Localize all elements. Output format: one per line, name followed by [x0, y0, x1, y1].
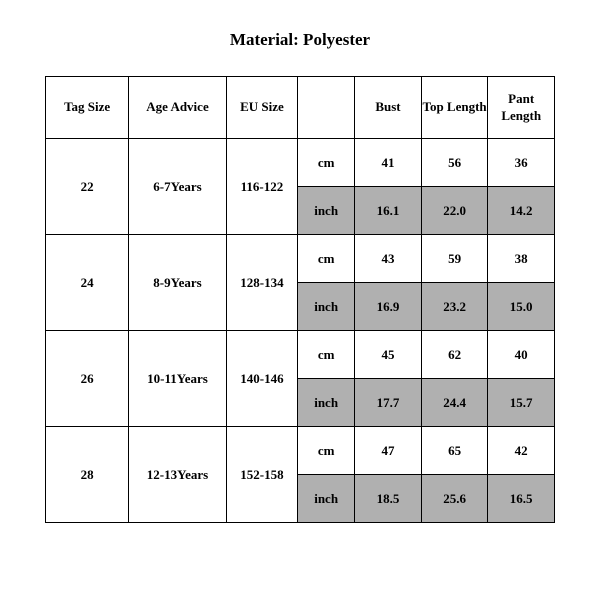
cell-bust: 41: [355, 139, 422, 187]
cell-bust: 16.1: [355, 187, 422, 235]
cell-top-length: 56: [421, 139, 488, 187]
table-row: 26 10-11Years 140-146 cm 45 62 40: [46, 331, 555, 379]
cell-tag-size: 26: [46, 331, 129, 427]
cell-top-length: 65: [421, 427, 488, 475]
col-pant-length: Pant Length: [488, 77, 555, 139]
cell-eu-size: 116-122: [226, 139, 297, 235]
cell-bust: 18.5: [355, 475, 422, 523]
cell-tag-size: 22: [46, 139, 129, 235]
table-row: 28 12-13Years 152-158 cm 47 65 42: [46, 427, 555, 475]
cell-pant-length: 15.0: [488, 283, 555, 331]
page: Material: Polyester Tag Size Age Advice …: [0, 0, 600, 600]
col-top-length: Top Length: [421, 77, 488, 139]
cell-bust: 16.9: [355, 283, 422, 331]
cell-unit-cm: cm: [298, 139, 355, 187]
cell-age-advice: 6-7Years: [129, 139, 227, 235]
cell-unit-cm: cm: [298, 235, 355, 283]
cell-tag-size: 24: [46, 235, 129, 331]
cell-top-length: 23.2: [421, 283, 488, 331]
col-unit: [298, 77, 355, 139]
cell-tag-size: 28: [46, 427, 129, 523]
cell-eu-size: 140-146: [226, 331, 297, 427]
cell-pant-length: 15.7: [488, 379, 555, 427]
cell-pant-length: 40: [488, 331, 555, 379]
cell-top-length: 62: [421, 331, 488, 379]
col-tag-size: Tag Size: [46, 77, 129, 139]
cell-top-length: 24.4: [421, 379, 488, 427]
size-table: Tag Size Age Advice EU Size Bust Top Len…: [45, 76, 555, 523]
cell-pant-length: 38: [488, 235, 555, 283]
cell-pant-length: 14.2: [488, 187, 555, 235]
cell-unit-cm: cm: [298, 331, 355, 379]
col-eu-size: EU Size: [226, 77, 297, 139]
table-header-row: Tag Size Age Advice EU Size Bust Top Len…: [46, 77, 555, 139]
table-row: 22 6-7Years 116-122 cm 41 56 36: [46, 139, 555, 187]
cell-bust: 47: [355, 427, 422, 475]
cell-top-length: 59: [421, 235, 488, 283]
cell-unit-inch: inch: [298, 283, 355, 331]
cell-top-length: 22.0: [421, 187, 488, 235]
cell-bust: 43: [355, 235, 422, 283]
cell-eu-size: 128-134: [226, 235, 297, 331]
page-title: Material: Polyester: [45, 30, 555, 50]
cell-age-advice: 10-11Years: [129, 331, 227, 427]
col-age-advice: Age Advice: [129, 77, 227, 139]
cell-bust: 45: [355, 331, 422, 379]
cell-unit-inch: inch: [298, 187, 355, 235]
cell-bust: 17.7: [355, 379, 422, 427]
cell-age-advice: 12-13Years: [129, 427, 227, 523]
cell-pant-length: 42: [488, 427, 555, 475]
cell-eu-size: 152-158: [226, 427, 297, 523]
cell-pant-length: 16.5: [488, 475, 555, 523]
cell-unit-inch: inch: [298, 379, 355, 427]
cell-pant-length: 36: [488, 139, 555, 187]
cell-top-length: 25.6: [421, 475, 488, 523]
table-row: 24 8-9Years 128-134 cm 43 59 38: [46, 235, 555, 283]
cell-age-advice: 8-9Years: [129, 235, 227, 331]
table-body: 22 6-7Years 116-122 cm 41 56 36 inch 16.…: [46, 139, 555, 523]
col-bust: Bust: [355, 77, 422, 139]
cell-unit-inch: inch: [298, 475, 355, 523]
cell-unit-cm: cm: [298, 427, 355, 475]
